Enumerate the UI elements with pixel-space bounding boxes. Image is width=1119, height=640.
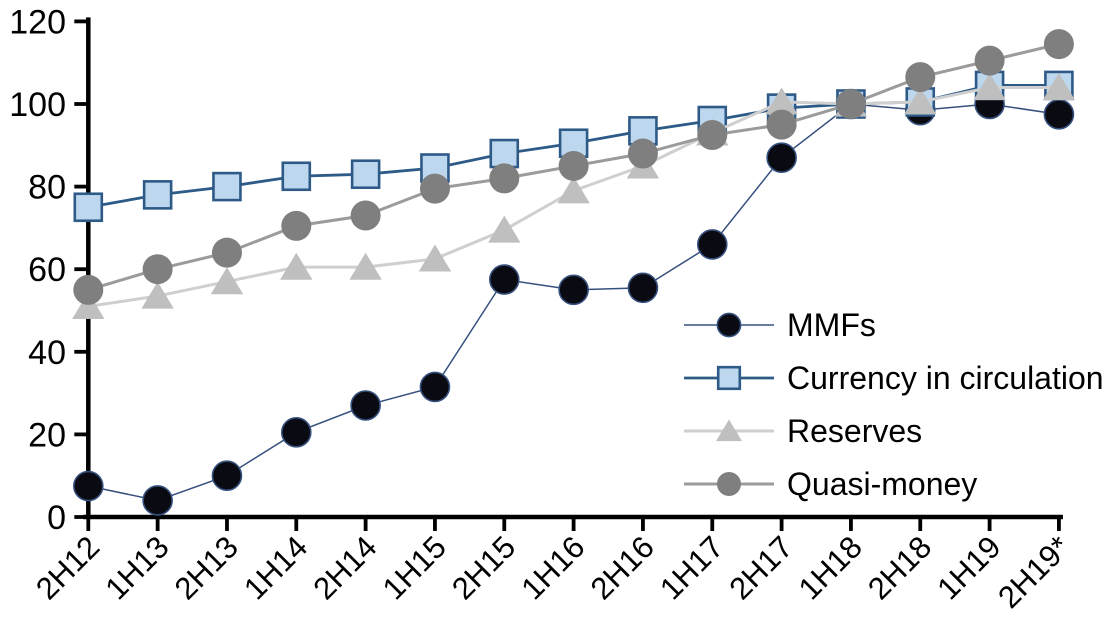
marker-triangle-reserves	[141, 281, 174, 309]
x-tick-label: 2H13	[168, 529, 245, 606]
marker-triangle-reserves	[210, 267, 244, 295]
marker-circle-quasi-money	[419, 173, 450, 204]
marker-circle-quasi-money	[489, 163, 520, 194]
x-tick-label: 1H14	[237, 529, 314, 606]
marker-circle-mmfs	[627, 272, 659, 304]
marker-circle-quasi-money	[350, 200, 381, 231]
x-tick-label: 1H17	[653, 529, 730, 606]
marker-triangle-reserves	[488, 215, 521, 243]
x-tick-label: 2H16	[584, 529, 661, 606]
legend: MMFs Currency in circulation Reserves Quasi…	[684, 307, 1104, 502]
x-tick-label-group: 1H15	[376, 529, 453, 606]
y-tick-label: 40	[28, 334, 66, 372]
marker-triangle-reserves	[716, 419, 742, 442]
marker-triangle-reserves	[349, 252, 382, 280]
marker-circle-mmfs	[280, 417, 312, 448]
x-tick-label: 2H19*	[991, 529, 1077, 615]
marker-square-currency-in-circulation	[212, 171, 242, 202]
marker-triangle-reserves	[904, 87, 937, 115]
marker-circle-mmfs	[142, 485, 173, 516]
y-tick-label: 80	[28, 169, 66, 207]
y-tick-label: 120	[9, 3, 66, 41]
marker-circle-quasi-money	[142, 254, 173, 285]
marker-triangle-reserves	[72, 291, 105, 319]
x-tick-label-group: 1H13	[98, 529, 175, 606]
marker-triangle-reserves	[557, 176, 590, 204]
marker-circle-mmfs	[716, 312, 742, 338]
x-tick-label: 2H14	[306, 529, 383, 606]
marker-triangle-reserves	[418, 244, 452, 272]
marker-circle-mmfs	[558, 274, 589, 306]
marker-circle-quasi-money	[73, 274, 104, 305]
x-tick-label: 1H15	[376, 529, 453, 606]
x-tick-label-group: 2H19*	[991, 529, 1077, 615]
y-tick-label: 100	[9, 86, 66, 124]
x-tick-label: 1H18	[792, 529, 869, 606]
x-tick-label-group: 1H18	[792, 529, 869, 606]
marker-square-currency-in-circulation	[73, 192, 104, 223]
marker-circle-quasi-money	[766, 109, 797, 140]
x-tick-label-group: 2H15	[445, 529, 522, 606]
x-tick-label-group: 2H12	[29, 529, 106, 606]
marker-circle-quasi-money	[974, 45, 1005, 76]
x-tick-label-group: 1H16	[514, 529, 591, 606]
marker-square-currency-in-circulation	[489, 138, 520, 169]
marker-square-currency-in-circulation	[142, 180, 173, 210]
marker-circle-mmfs	[73, 470, 104, 502]
marker-circle-mmfs	[696, 229, 728, 260]
y-tick-label: 20	[28, 416, 66, 454]
marker-square-currency-in-circulation	[350, 159, 381, 190]
marker-square-currency-in-circulation	[281, 161, 312, 192]
x-tick-label-group: 2H17	[722, 529, 799, 606]
x-tick-label: 1H13	[98, 529, 175, 606]
legend-item-quasi-money: Quasi-money	[684, 466, 977, 502]
marker-circle-quasi-money	[835, 89, 866, 119]
x-tick-label-group: 2H13	[168, 529, 245, 606]
y-tick-label: 0	[47, 499, 66, 537]
legend-label-quasi-money: Quasi-money	[787, 466, 977, 502]
marker-circle-mmfs	[350, 390, 381, 421]
marker-circle-quasi-money	[1043, 29, 1074, 60]
marker-triangle-reserves	[280, 252, 313, 280]
marker-square-currency-in-circulation	[716, 365, 742, 391]
x-tick-label-group: 2H16	[584, 529, 661, 606]
series-quasi-money	[73, 29, 1074, 305]
x-tick-label: 2H15	[445, 529, 522, 606]
marker-triangle-reserves	[765, 87, 798, 115]
marker-circle-quasi-money	[717, 472, 741, 496]
x-tick-label: 2H17	[722, 529, 799, 606]
marker-circle-quasi-money	[281, 210, 312, 241]
legend-label-currency-in-circulation: Currency in circulation	[787, 360, 1104, 396]
marker-circle-quasi-money	[627, 138, 658, 169]
marker-circle-mmfs	[766, 142, 797, 173]
x-tick-label-group: 1H14	[237, 529, 314, 606]
x-tick-label-group: 2H14	[306, 529, 383, 606]
marker-circle-quasi-money	[211, 237, 242, 268]
y-tick-label: 60	[28, 251, 66, 289]
marker-circle-mmfs	[211, 460, 243, 492]
legend-item-reserves: Reserves	[684, 413, 922, 449]
legend-label-reserves: Reserves	[787, 413, 922, 449]
marker-circle-quasi-money	[697, 119, 728, 150]
x-tick-label: 2H12	[29, 529, 106, 606]
marker-circle-quasi-money	[558, 150, 589, 181]
marker-circle-mmfs	[1043, 99, 1075, 130]
legend-item-mmfs: MMFs	[684, 307, 876, 343]
marker-circle-quasi-money	[905, 62, 936, 93]
x-tick-label: 2H18	[861, 529, 938, 606]
legend-item-currency-in-circulation: Currency in circulation	[684, 360, 1104, 396]
marker-circle-mmfs	[419, 371, 451, 403]
x-tick-label-group: 1H17	[653, 529, 730, 606]
marker-triangle-reserves	[973, 73, 1006, 101]
marker-circle-mmfs	[488, 264, 520, 295]
x-tick-label: 1H16	[514, 529, 591, 606]
x-tick-label-group: 2H18	[861, 529, 938, 606]
marker-triangle-reserves	[1042, 73, 1076, 101]
legend-label-mmfs: MMFs	[787, 307, 876, 343]
